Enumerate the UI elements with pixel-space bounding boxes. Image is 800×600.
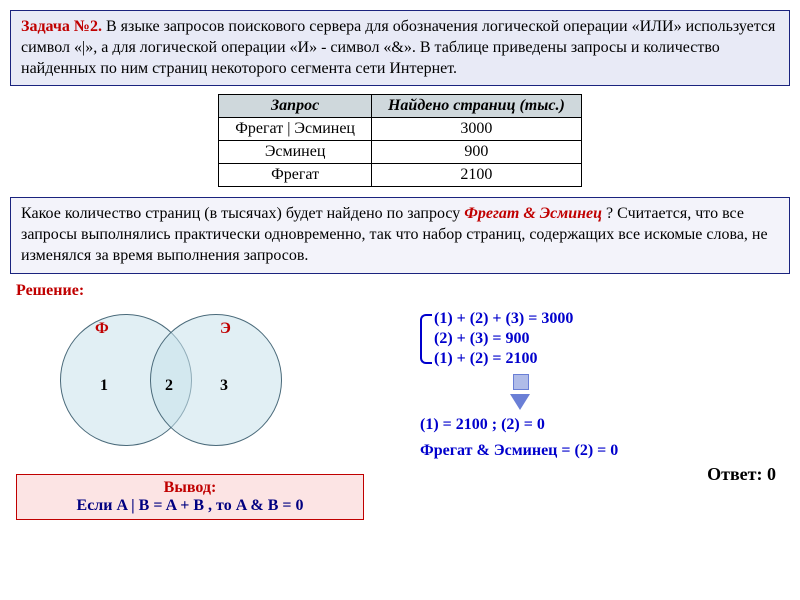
eq-final: Фрегат & Эсминец = (2) = 0 (420, 442, 790, 460)
region-1: 1 (100, 377, 108, 395)
conclusion-title: Вывод: (25, 479, 355, 497)
question-box: Какое количество страниц (в тысячах) буд… (10, 197, 790, 273)
answer: Ответ: 0 (420, 464, 790, 485)
eq-line: (1) + (2) + (3) = 3000 (434, 310, 790, 328)
label-e: Э (220, 320, 231, 338)
venn-diagram: Ф Э 1 2 3 (40, 302, 320, 462)
table-row: Фрегат2100 (219, 164, 582, 187)
question-highlight: Фрегат & Эсминец (464, 205, 602, 222)
answer-value: 0 (767, 464, 776, 484)
label-f: Ф (95, 320, 109, 338)
region-2: 2 (165, 377, 173, 395)
eq-line: (1) + (2) = 2100 (434, 350, 790, 368)
col-query: Запрос (219, 95, 372, 118)
col-count: Найдено страниц (тыс.) (371, 95, 581, 118)
data-table: Запрос Найдено страниц (тыс.) Фрегат | Э… (218, 94, 582, 187)
table-row: Эсминец900 (219, 141, 582, 164)
table-header-row: Запрос Найдено страниц (тыс.) (219, 95, 582, 118)
conclusion-text: Если A | B = A + B , то A & B = 0 (25, 497, 355, 515)
arrow-stem (513, 374, 529, 390)
question-pre: Какое количество страниц (в тысячах) буд… (21, 205, 464, 222)
conclusion-box: Вывод: Если A | B = A + B , то A & B = 0 (16, 474, 364, 520)
solution-row: Ф Э 1 2 3 Вывод: Если A | B = A + B , то… (10, 302, 790, 520)
solution-label: Решение: (16, 282, 790, 300)
problem-box: Задача №2. В языке запросов поискового с… (10, 10, 790, 86)
answer-label: Ответ: (707, 464, 767, 484)
right-column: (1) + (2) + (3) = 3000 (2) + (3) = 900 (… (370, 302, 790, 520)
arrow-down-icon (510, 394, 530, 410)
eq-line: (2) + (3) = 900 (434, 330, 790, 348)
left-column: Ф Э 1 2 3 Вывод: Если A | B = A + B , то… (10, 302, 370, 520)
problem-text: В языке запросов поискового сервера для … (21, 18, 775, 77)
table-row: Фрегат | Эсминец3000 (219, 118, 582, 141)
eq-result: (1) = 2100 ; (2) = 0 (420, 416, 790, 434)
task-label: Задача №2. (21, 18, 102, 35)
equation-system: (1) + (2) + (3) = 3000 (2) + (3) = 900 (… (420, 310, 790, 368)
region-3: 3 (220, 377, 228, 395)
